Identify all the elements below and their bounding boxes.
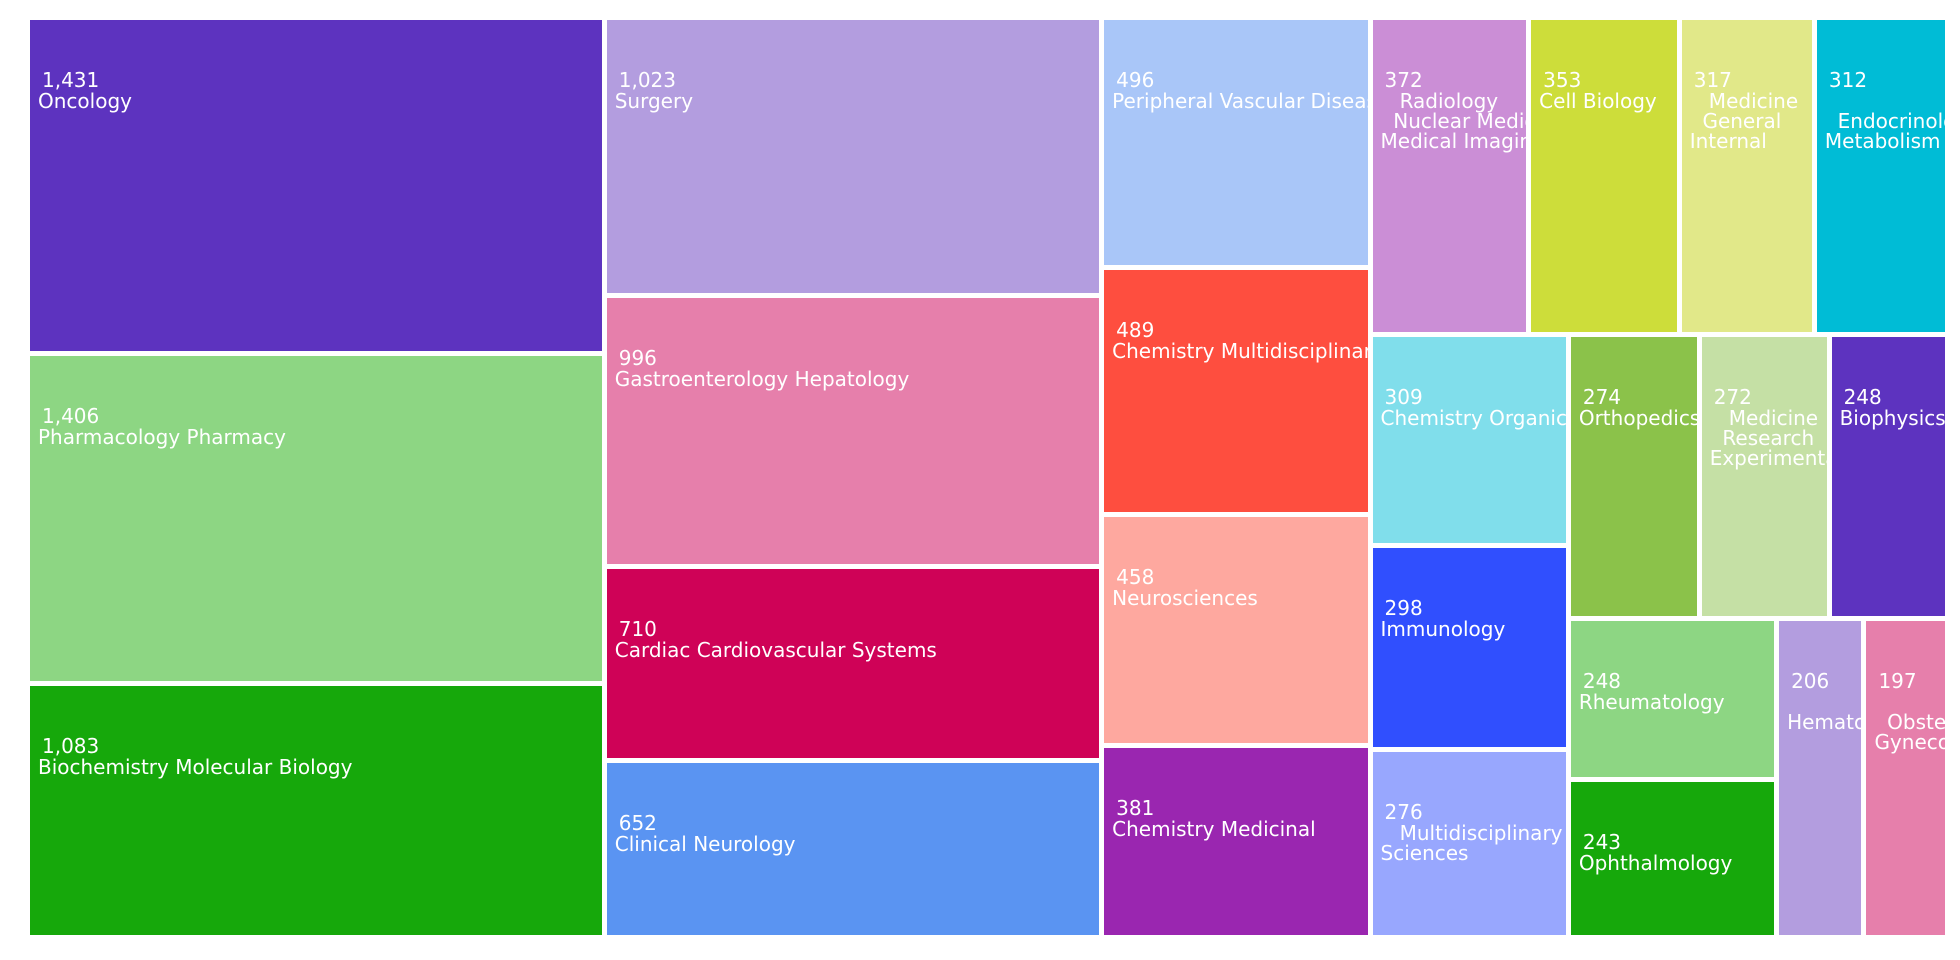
tile-value: 272	[1713, 385, 1752, 410]
treemap-tile[interactable]: 381 Chemistry Medicinal	[1104, 747, 1368, 935]
treemap-tile[interactable]: 489 Chemistry Multidisciplinary	[1104, 270, 1368, 512]
tile-label: Medicine Research Experimental	[1709, 406, 1827, 471]
treemap-tile[interactable]: 309 Chemistry Organic	[1372, 337, 1566, 544]
tile-label: Clinical Neurology	[614, 831, 796, 856]
tile-label: Biochemistry Molecular Biology	[38, 754, 353, 779]
tile-value: 1,431	[42, 68, 100, 92]
tile-value: 206	[1791, 668, 1830, 693]
tile-label: Biophysics	[1839, 406, 1945, 431]
tile-value: 496	[1116, 68, 1155, 92]
tile-label: Chemistry Multidisciplinary	[1112, 339, 1368, 364]
treemap-tile[interactable]: 710 Cardiac Cardiovascular Systems	[606, 569, 1100, 758]
tile-value: 298	[1384, 596, 1423, 621]
treemap-tile[interactable]: 652 Clinical Neurology	[606, 762, 1100, 935]
treemap-tile[interactable]: 197 Obstetrics Gynecology	[1866, 620, 1945, 935]
treemap-tile[interactable]: 248 Rheumatology	[1570, 620, 1775, 778]
tile-value: 489	[1116, 318, 1155, 343]
tile-value: 710	[618, 617, 657, 642]
treemap-tile[interactable]: 372 Radiology Nuclear Medicine Medical I…	[1372, 20, 1527, 333]
tile-label: Pharmacology Pharmacy	[38, 424, 286, 449]
tile-label: Peripheral Vascular Disease	[1112, 89, 1368, 113]
treemap-tile[interactable]: 1,406 Pharmacology Pharmacy	[30, 355, 602, 681]
tile-value: 276	[1384, 799, 1423, 824]
tile-label: Orthopedics	[1578, 406, 1697, 431]
tile-value: 353	[1543, 68, 1582, 92]
tile-label: Medicine General Internal	[1689, 89, 1799, 153]
treemap-tile[interactable]: 1,023 Surgery	[606, 20, 1100, 294]
tile-value: 309	[1384, 385, 1423, 410]
treemap-tile[interactable]: 272 Medicine Research Experimental	[1701, 337, 1827, 616]
treemap-tile[interactable]: 298 Immunology	[1372, 548, 1566, 747]
tile-label: Rheumatology	[1578, 689, 1725, 714]
tile-value: 1,406	[42, 403, 100, 428]
tile-label: Neurosciences	[1112, 585, 1258, 610]
tile-value: 243	[1582, 830, 1622, 855]
treemap-tile[interactable]: 496 Peripheral Vascular Disease	[1104, 20, 1368, 266]
tile-label: Endocrinology Metabolism	[1824, 109, 1945, 153]
tile-label: Gastroenterology Hepatology	[614, 367, 910, 392]
treemap-tile[interactable]: 206 Hematology	[1779, 620, 1862, 935]
tile-value: 248	[1582, 668, 1622, 693]
tile-value: 1,083	[42, 733, 100, 758]
tile-label: Surgery	[614, 89, 694, 113]
tile-label: Chemistry Organic	[1380, 406, 1566, 431]
treemap-tile[interactable]: 312 Endocrinology Metabolism	[1816, 20, 1945, 333]
tile-label: Cardiac Cardiovascular Systems	[614, 638, 937, 663]
tile-value: 372	[1384, 68, 1423, 92]
treemap-tile[interactable]: 276 Multidisciplinary Sciences	[1372, 751, 1566, 935]
tile-label: Multidisciplinary Sciences	[1380, 820, 1563, 865]
tile-label: Radiology Nuclear Medicine Medical Imagi…	[1380, 89, 1527, 153]
tile-value: 458	[1116, 564, 1155, 589]
tile-label: Hematology	[1787, 709, 1862, 734]
tile-label: Ophthalmology	[1578, 851, 1733, 876]
treemap-tile[interactable]: 243 Ophthalmology	[1570, 782, 1775, 935]
treemap-tile[interactable]: 1,083 Biochemistry Molecular Biology	[30, 685, 602, 935]
tile-label: Cell Biology	[1539, 89, 1657, 113]
tile-label: Chemistry Medicinal	[1112, 816, 1316, 841]
tile-value: 317	[1693, 68, 1732, 92]
treemap-tile[interactable]: 996 Gastroenterology Hepatology	[606, 298, 1100, 565]
treemap-tile[interactable]: 248 Biophysics	[1831, 337, 1945, 616]
treemap-tile[interactable]: 458 Neurosciences	[1104, 516, 1368, 743]
treemap-tile[interactable]: 1,431 Oncology	[30, 20, 602, 351]
tile-value: 652	[618, 810, 657, 835]
treemap-tile[interactable]: 317 Medicine General Internal	[1681, 20, 1812, 333]
tile-value: 197	[1878, 668, 1917, 693]
tile-value: 996	[618, 346, 657, 371]
tile-value: 274	[1582, 385, 1622, 410]
tile-value: 1,023	[618, 68, 676, 92]
tile-value: 312	[1828, 68, 1868, 92]
tile-label: Obstetrics Gynecology	[1874, 709, 1945, 754]
tile-label: Oncology	[38, 89, 132, 113]
tile-value: 248	[1843, 385, 1882, 410]
treemap-tile[interactable]: 274 Orthopedics	[1570, 337, 1697, 616]
tile-value: 381	[1116, 795, 1155, 820]
tile-label: Immunology	[1380, 617, 1506, 642]
treemap-tile[interactable]: 353 Cell Biology	[1531, 20, 1677, 333]
